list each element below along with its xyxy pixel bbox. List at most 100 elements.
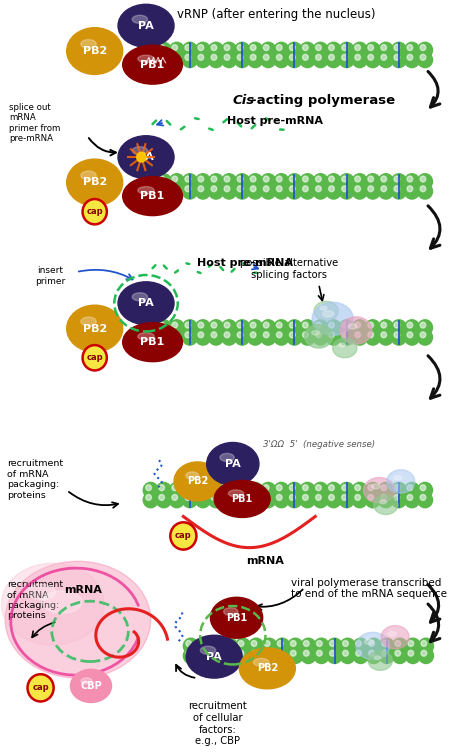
Circle shape	[313, 42, 328, 58]
Ellipse shape	[220, 454, 234, 461]
Circle shape	[172, 495, 178, 501]
Text: mRNA: mRNA	[64, 585, 102, 596]
Ellipse shape	[214, 480, 270, 517]
Circle shape	[290, 45, 295, 51]
Circle shape	[420, 54, 426, 60]
Circle shape	[146, 485, 151, 491]
Circle shape	[196, 638, 211, 654]
Circle shape	[224, 176, 230, 182]
Circle shape	[352, 492, 367, 507]
Circle shape	[365, 174, 380, 190]
Circle shape	[276, 322, 282, 328]
Circle shape	[342, 176, 347, 182]
Circle shape	[169, 174, 184, 190]
Circle shape	[146, 332, 151, 337]
Circle shape	[287, 329, 302, 345]
Circle shape	[316, 332, 321, 337]
Circle shape	[211, 332, 217, 337]
Circle shape	[195, 492, 210, 507]
Circle shape	[143, 52, 158, 68]
Circle shape	[392, 42, 406, 58]
Ellipse shape	[123, 177, 182, 216]
Ellipse shape	[174, 462, 221, 501]
Circle shape	[342, 186, 347, 192]
Text: PB1: PB1	[140, 337, 164, 347]
Circle shape	[381, 495, 387, 501]
Circle shape	[379, 638, 394, 654]
Circle shape	[404, 52, 419, 68]
Circle shape	[339, 320, 354, 335]
Circle shape	[420, 176, 426, 182]
Circle shape	[327, 648, 342, 664]
Circle shape	[339, 42, 354, 58]
Circle shape	[382, 650, 388, 656]
Circle shape	[381, 322, 387, 328]
Circle shape	[238, 640, 244, 646]
Circle shape	[222, 52, 237, 68]
Circle shape	[209, 320, 223, 335]
Circle shape	[27, 674, 54, 701]
Circle shape	[329, 640, 335, 646]
Circle shape	[235, 183, 250, 199]
Circle shape	[198, 485, 204, 491]
Circle shape	[250, 176, 256, 182]
Circle shape	[198, 54, 204, 60]
Circle shape	[182, 52, 197, 68]
Circle shape	[395, 640, 401, 646]
Circle shape	[316, 186, 321, 192]
Circle shape	[287, 492, 302, 507]
Circle shape	[339, 492, 354, 507]
Ellipse shape	[71, 670, 111, 702]
Circle shape	[198, 45, 204, 51]
Circle shape	[288, 648, 303, 664]
Circle shape	[224, 54, 230, 60]
Circle shape	[137, 153, 146, 162]
Ellipse shape	[132, 293, 147, 301]
Text: PB2: PB2	[82, 177, 107, 187]
Circle shape	[172, 332, 178, 337]
Circle shape	[237, 45, 243, 51]
Circle shape	[172, 485, 178, 491]
Circle shape	[339, 52, 354, 68]
Circle shape	[326, 482, 341, 498]
Ellipse shape	[186, 472, 199, 479]
Circle shape	[352, 183, 367, 199]
Circle shape	[210, 638, 224, 654]
Circle shape	[249, 648, 264, 664]
Circle shape	[237, 495, 243, 501]
Circle shape	[262, 638, 277, 654]
Text: Host pre-mRNA: Host pre-mRNA	[227, 116, 323, 126]
Circle shape	[196, 648, 211, 664]
Circle shape	[352, 42, 367, 58]
Circle shape	[198, 495, 204, 501]
Text: cap: cap	[86, 353, 103, 362]
Circle shape	[276, 495, 282, 501]
Circle shape	[261, 183, 276, 199]
Text: -acting polymerase: -acting polymerase	[251, 94, 395, 107]
Circle shape	[326, 329, 341, 345]
Ellipse shape	[81, 39, 96, 48]
Circle shape	[182, 329, 197, 345]
Circle shape	[392, 648, 407, 664]
Circle shape	[327, 638, 342, 654]
Ellipse shape	[123, 45, 182, 84]
Circle shape	[378, 482, 393, 498]
Circle shape	[290, 495, 295, 501]
Circle shape	[195, 482, 210, 498]
Ellipse shape	[348, 324, 357, 329]
Circle shape	[185, 322, 191, 328]
Circle shape	[159, 332, 164, 337]
Circle shape	[378, 52, 393, 68]
Ellipse shape	[138, 186, 154, 194]
Circle shape	[394, 485, 400, 491]
Circle shape	[275, 638, 290, 654]
Circle shape	[224, 45, 230, 51]
Ellipse shape	[42, 591, 82, 613]
Text: PB1: PB1	[226, 613, 247, 623]
Circle shape	[195, 174, 210, 190]
Circle shape	[300, 320, 315, 335]
Circle shape	[382, 640, 388, 646]
Ellipse shape	[224, 608, 238, 615]
Circle shape	[303, 640, 309, 646]
Circle shape	[381, 332, 387, 337]
